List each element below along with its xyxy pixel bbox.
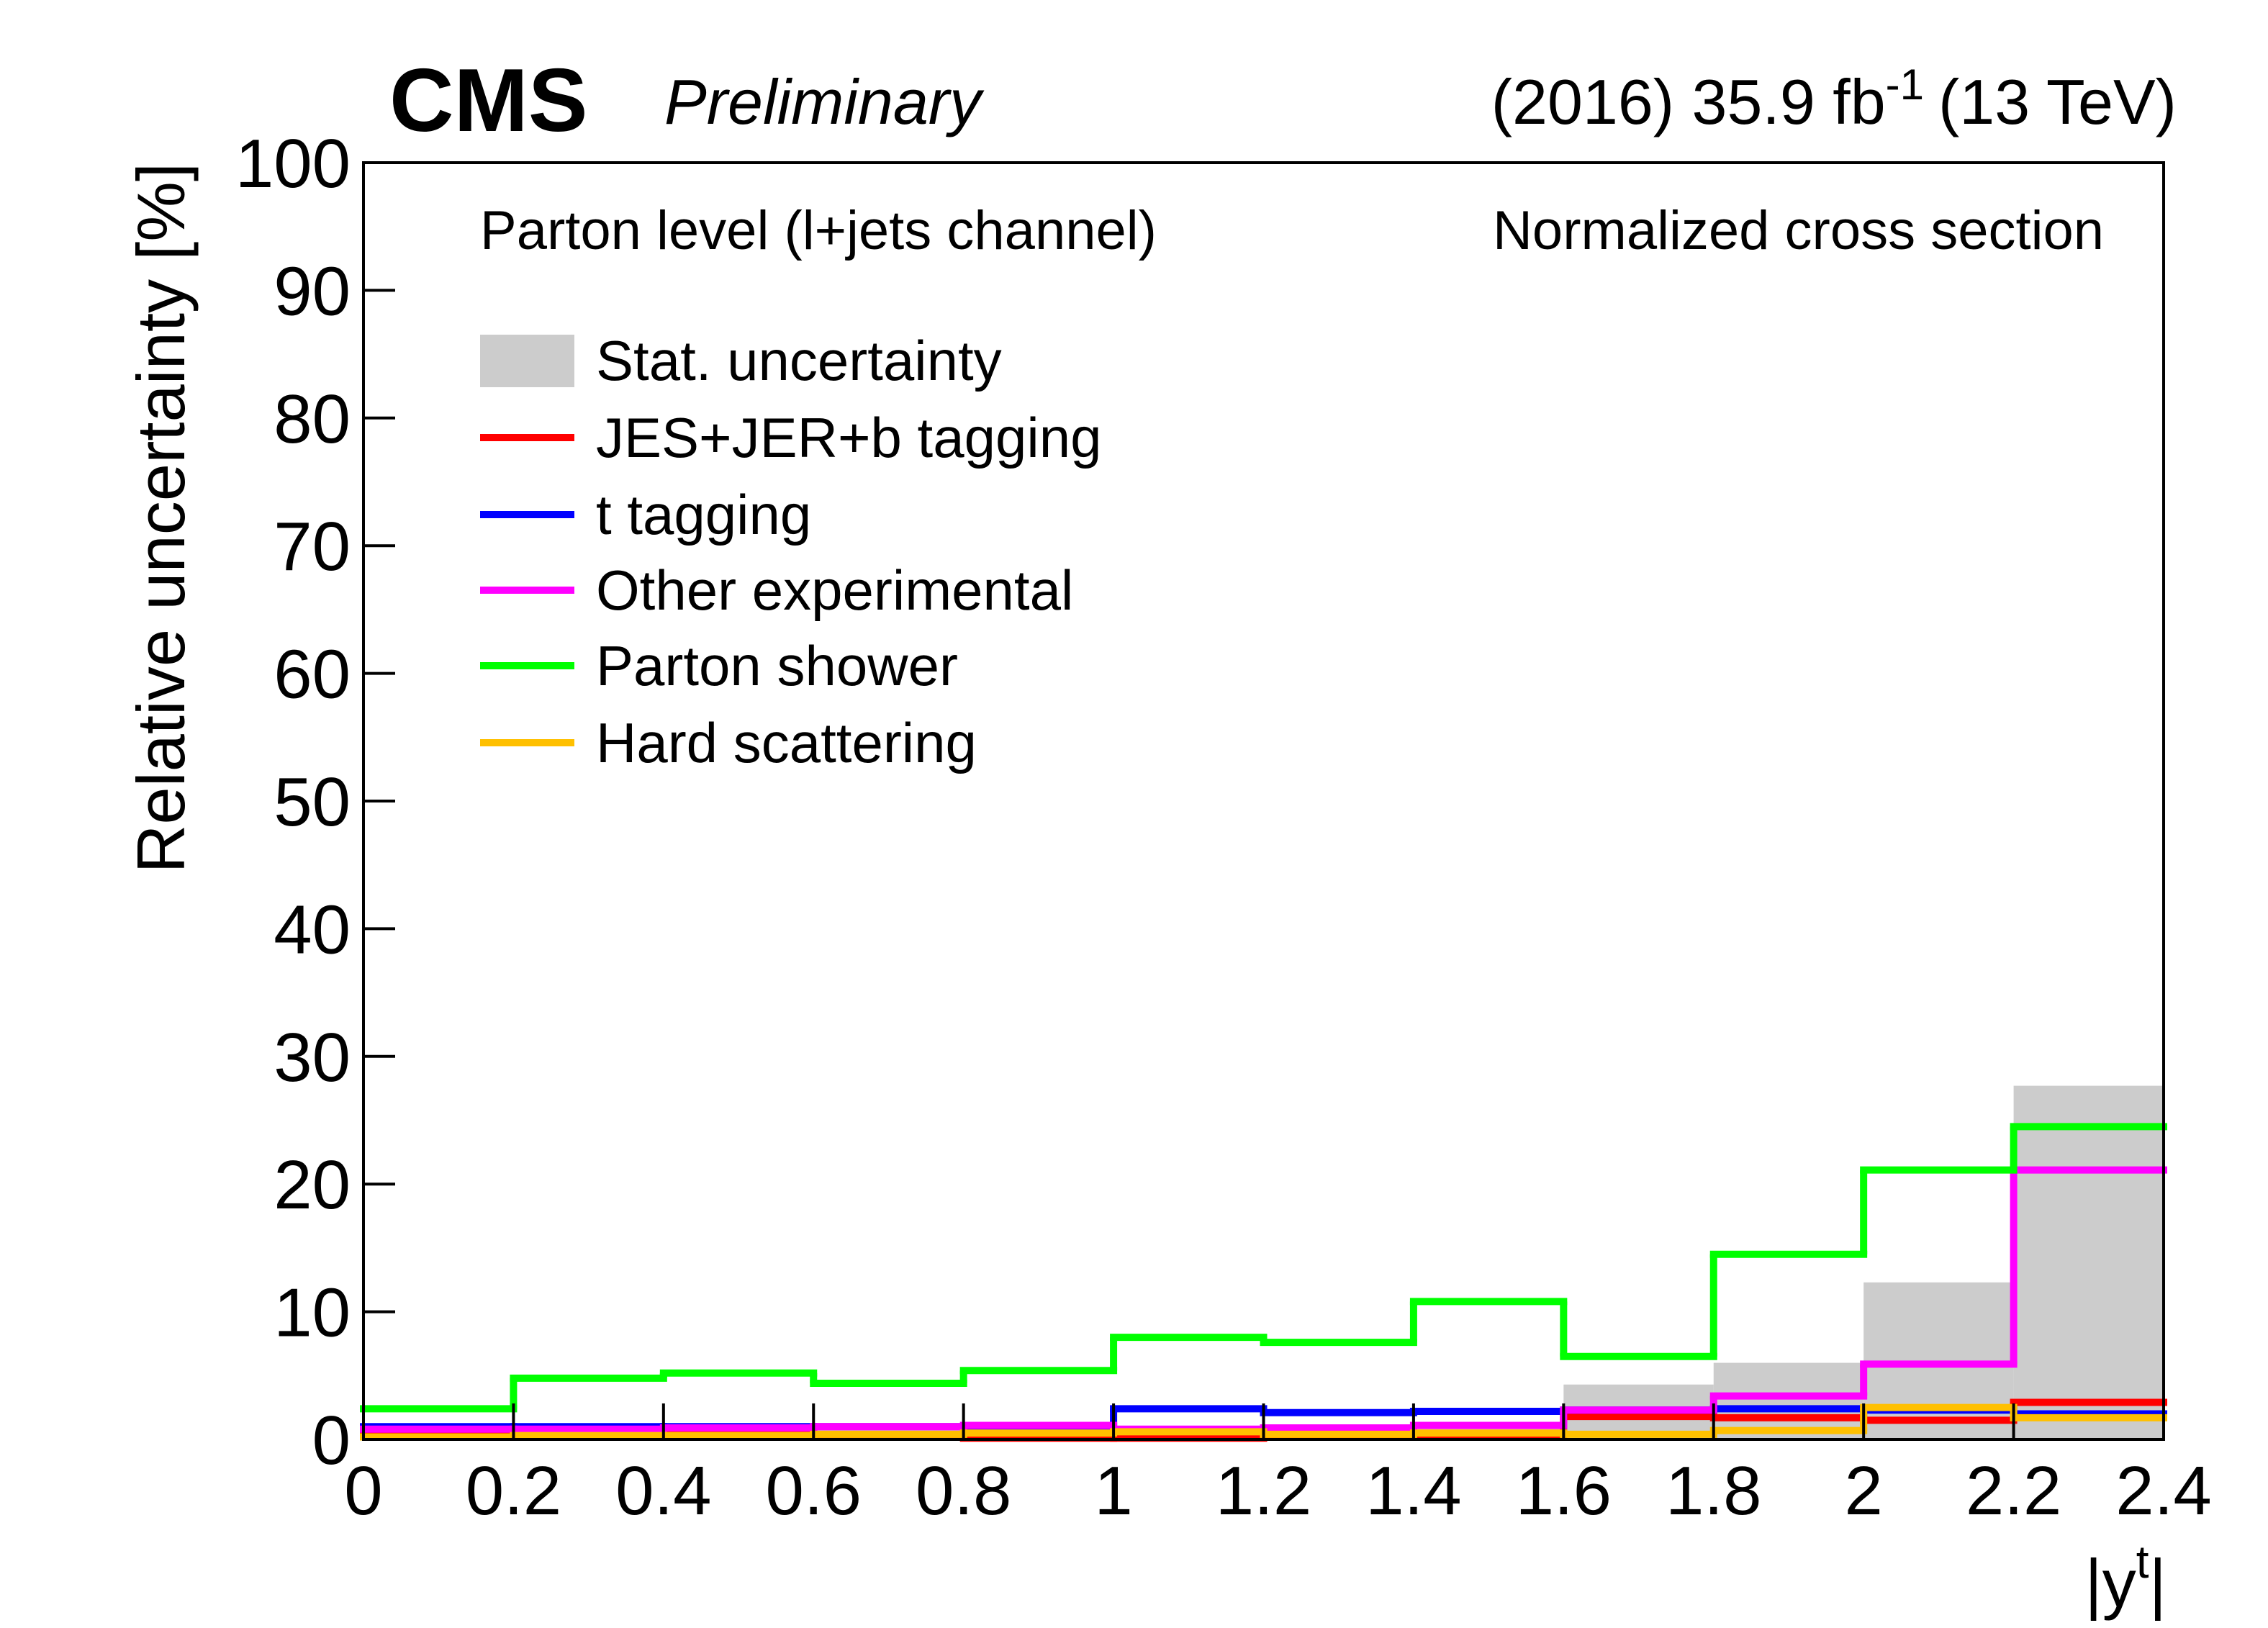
x-tick-label: 2.4 — [2115, 1452, 2211, 1529]
y-tick-label: 40 — [274, 891, 351, 968]
legend-label: Hard scattering — [596, 711, 977, 774]
y-tick-label: 60 — [274, 636, 351, 713]
x-axis-title: |yt| — [2084, 1536, 2167, 1621]
y-tick-label: 20 — [274, 1147, 351, 1224]
status-label: Preliminary — [664, 66, 985, 137]
stat-band — [1713, 1362, 1864, 1439]
legend-label: Parton shower — [596, 634, 958, 697]
x-tick-label: 1.4 — [1365, 1452, 1461, 1529]
annotation: Normalized cross section — [1493, 200, 2104, 261]
lumi-label: (2016) 35.9 fb-1 (13 TeV) — [1491, 60, 2177, 137]
x-title-superscript: t — [2136, 1536, 2149, 1588]
x-tick-label: 0 — [344, 1452, 382, 1529]
x-tick-label: 1.8 — [1666, 1452, 1761, 1529]
legend-swatch — [480, 335, 574, 387]
y-tick-label: 70 — [274, 508, 351, 585]
x-tick-label: 0.4 — [615, 1452, 711, 1529]
x-tick-label: 2 — [1844, 1452, 1882, 1529]
legend-label: JES+JER+b tagging — [596, 406, 1101, 469]
x-tick-label: 2.2 — [1966, 1452, 2061, 1529]
y-tick-label: 50 — [274, 764, 351, 841]
x-tick-label: 1 — [1094, 1452, 1132, 1529]
x-tick-label: 0.8 — [916, 1452, 1011, 1529]
y-tick-label: 100 — [235, 125, 351, 202]
y-axis-title: Relative uncertainty [%] — [123, 163, 199, 873]
y-tick-label: 30 — [274, 1019, 351, 1096]
x-tick-label: 1.6 — [1516, 1452, 1612, 1529]
energy: (13 TeV) — [1938, 66, 2177, 137]
stat-band — [2013, 1085, 2164, 1439]
x-title-end: | — [2149, 1545, 2167, 1621]
annotation: Parton level (l+jets channel) — [480, 200, 1157, 261]
x-title-main: |y — [2084, 1545, 2136, 1621]
y-tick-label: 90 — [274, 253, 351, 330]
x-tick-label: 0.2 — [466, 1452, 561, 1529]
legend-label: Stat. uncertainty — [596, 329, 1002, 392]
x-tick-label: 1.2 — [1216, 1452, 1311, 1529]
legend-label: t tagging — [596, 483, 811, 546]
y-tick-label: 10 — [274, 1275, 351, 1352]
x-tick-label: 0.6 — [766, 1452, 862, 1529]
y-tick-label: 0 — [312, 1402, 351, 1479]
lumi-superscript: -1 — [1886, 60, 1924, 109]
lumi: (2016) 35.9 fb — [1491, 66, 1886, 137]
y-tick-label: 80 — [274, 381, 351, 458]
experiment-label: CMS — [389, 51, 588, 150]
legend-label: Other experimental — [596, 559, 1073, 622]
